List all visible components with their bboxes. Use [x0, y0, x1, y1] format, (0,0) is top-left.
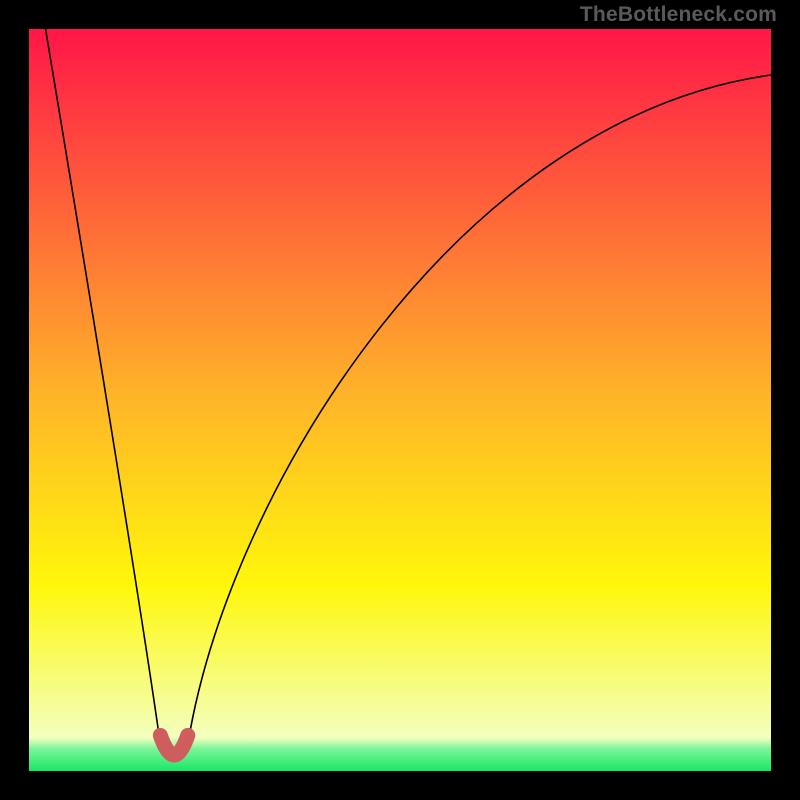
curve-left-branch	[46, 29, 161, 744]
curve-right-branch	[188, 75, 771, 744]
watermark: TheBottleneck.com	[580, 3, 777, 27]
curve-layer	[0, 0, 800, 800]
chart-container: TheBottleneck.com	[0, 0, 800, 800]
dip-marker	[160, 735, 187, 755]
